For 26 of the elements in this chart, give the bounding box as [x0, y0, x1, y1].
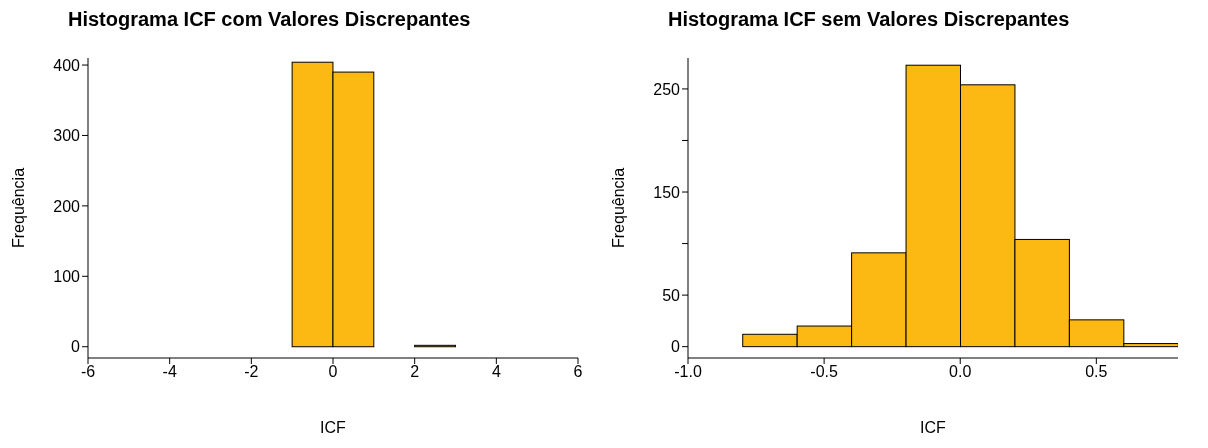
- y-tick-label: 250: [653, 80, 681, 98]
- y-tick-label: 0: [671, 338, 681, 356]
- y-tick-label: 200: [53, 197, 81, 215]
- x-tick-label: -6: [80, 363, 96, 381]
- x-tick-label: 4: [491, 363, 501, 381]
- x-tick-label: 0: [328, 363, 338, 381]
- y-tick-label: 100: [53, 267, 81, 285]
- y-tick-label: 0: [71, 338, 81, 356]
- x-tick-label: 6: [573, 363, 583, 381]
- chart-title: Histograma ICF com Valores Discrepantes: [67, 8, 472, 32]
- x-tick-label: -1.0: [674, 363, 702, 381]
- x-tick-label: 0.5: [1085, 363, 1108, 381]
- x-tick-label: 0.0: [949, 363, 972, 381]
- x-tick-label: -4: [162, 363, 177, 381]
- y-axis-title: Frequência: [9, 167, 27, 249]
- y-axis-title: Frequência: [609, 167, 627, 249]
- x-axis-title: ICF: [920, 419, 947, 436]
- chart-title: Histograma ICF sem Valores Discrepantes: [667, 8, 1071, 32]
- x-axis-title: ICF: [320, 419, 347, 436]
- x-tick-label: -2: [244, 363, 259, 381]
- y-tick-label: 400: [53, 56, 81, 74]
- y-tick-label: 50: [662, 286, 681, 304]
- y-tick-label: 150: [653, 183, 681, 201]
- y-tick-label: 300: [53, 127, 81, 145]
- x-tick-label: 2: [410, 363, 420, 381]
- x-tick-label: -0.5: [810, 363, 838, 381]
